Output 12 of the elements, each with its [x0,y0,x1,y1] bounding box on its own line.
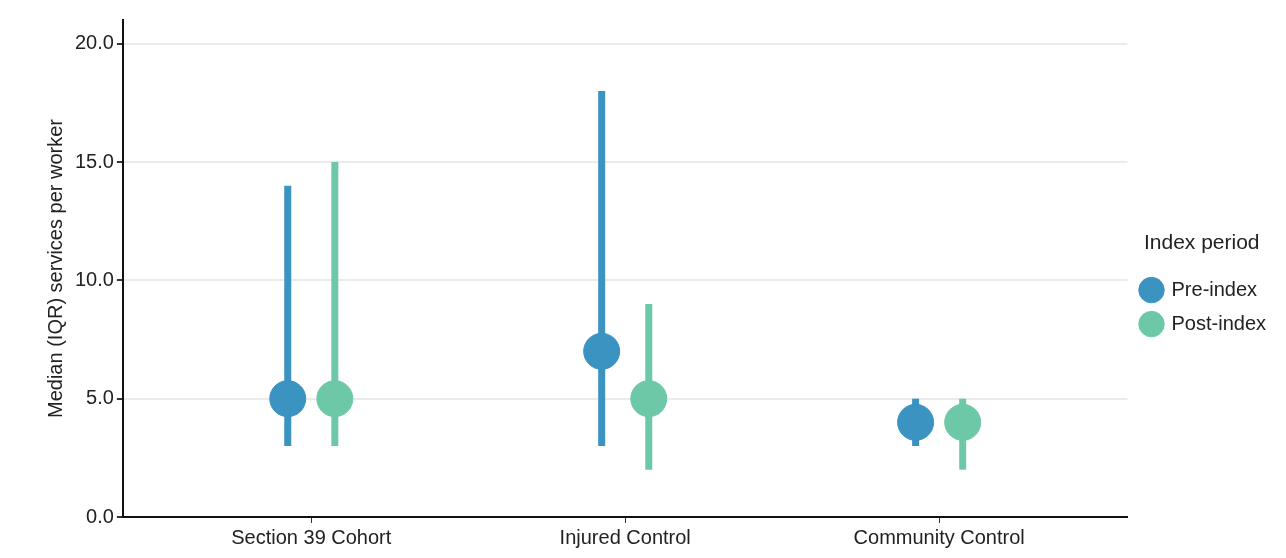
y-tick-label: 10.0 [74,267,114,290]
legend-title: Index period [1143,230,1260,254]
x-tick-label: Section 39 Cohort [231,525,392,548]
legend-label: Pre-index [1171,277,1258,300]
y-tick-label: 5.0 [86,386,114,409]
x-tick-label: Community Control [853,525,1025,548]
y-tick-label: 20.0 [74,31,114,54]
legend-label: Post-index [1171,311,1267,334]
y-tick-label: 0.0 [86,504,114,527]
y-axis-title: Median (IQR) services per worker [43,118,66,418]
x-tick-label: Injured Control [559,525,691,548]
y-tick-label: 15.0 [74,149,114,172]
